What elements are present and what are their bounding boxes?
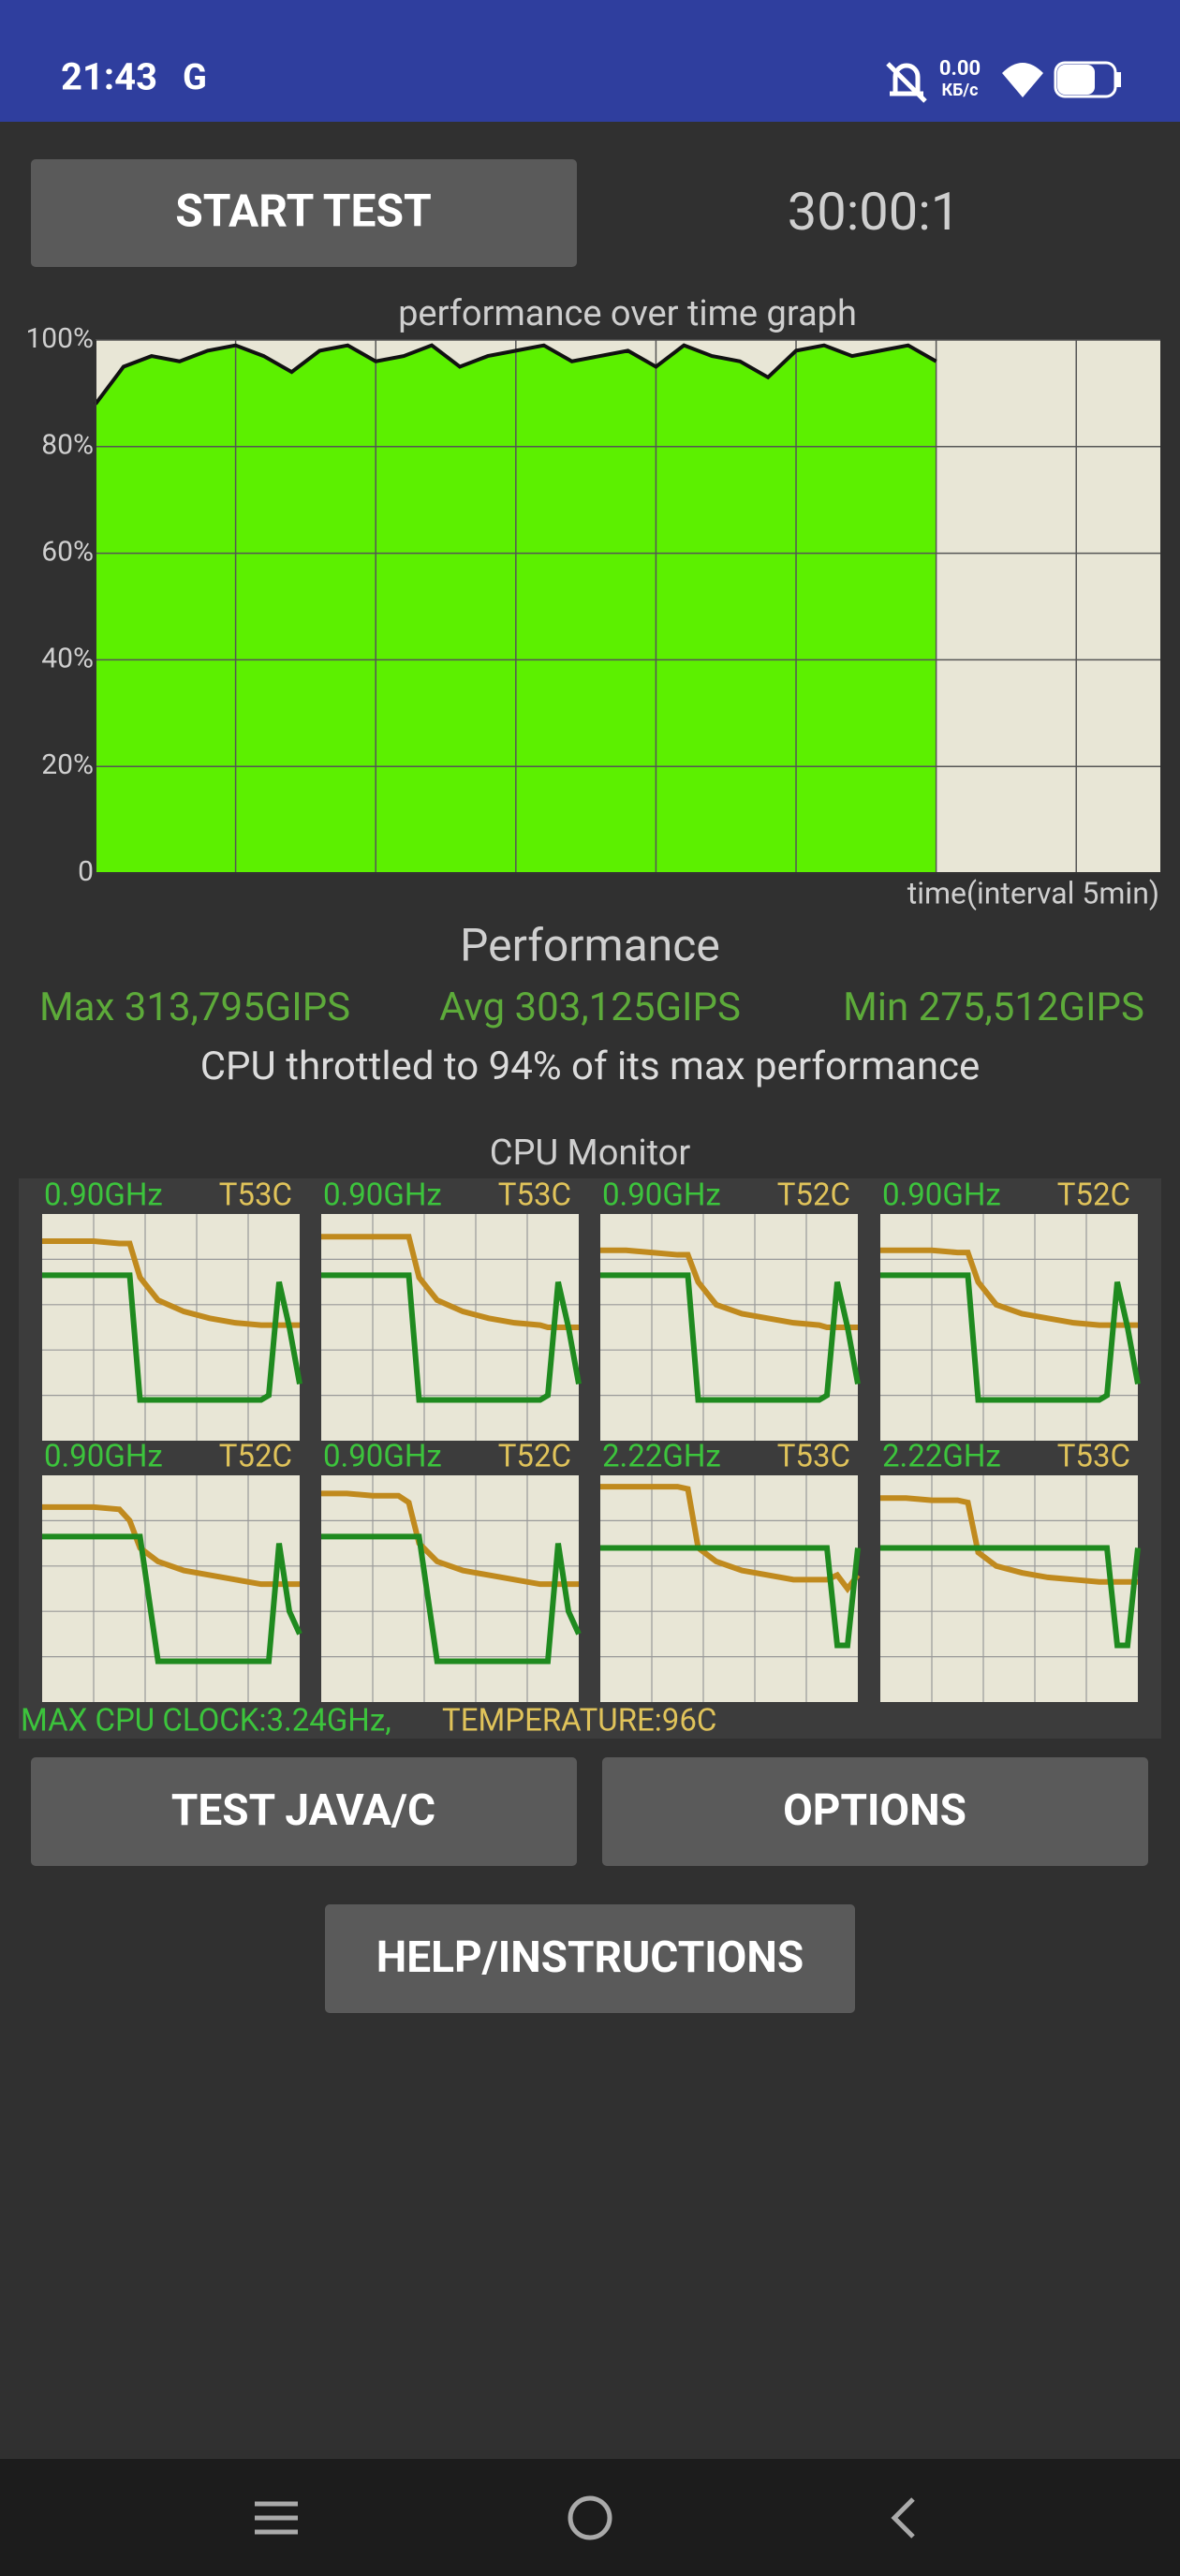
core-temperature: T52C xyxy=(777,1177,850,1214)
graph-title: performance over time graph xyxy=(398,293,857,334)
core-frequency: 0.90GHz xyxy=(323,1439,442,1475)
max-temperature: TEMPERATURE:96C xyxy=(442,1703,716,1740)
core-plot xyxy=(321,1475,579,1702)
test-button[interactable] xyxy=(31,1757,577,1866)
temperature-line xyxy=(880,1495,1138,1585)
core-frequency: 0.90GHz xyxy=(44,1439,163,1475)
core-frequency: 2.22GHz xyxy=(882,1439,1001,1475)
battery-tip xyxy=(1116,72,1121,87)
mute-icon xyxy=(886,62,927,103)
y-tick-label: 80% xyxy=(41,429,94,462)
menu-button[interactable] xyxy=(255,2501,298,2535)
frequency-line xyxy=(880,1545,1141,1649)
min-performance: Min 275,512GIPS xyxy=(843,985,1144,1030)
core-frequency: 0.90GHz xyxy=(882,1177,1001,1214)
status-bar xyxy=(0,0,1180,122)
avg-performance: Avg 303,125GIPS xyxy=(439,985,741,1030)
y-tick-label: 0 xyxy=(78,855,94,888)
core-plot xyxy=(600,1475,858,1702)
frequency-line xyxy=(600,1272,861,1403)
nav-bar xyxy=(0,2459,1180,2576)
core-temperature: T53C xyxy=(498,1177,571,1214)
core-frequency: 0.90GHz xyxy=(44,1177,163,1214)
help-button[interactable] xyxy=(325,1904,855,2013)
carrier: G xyxy=(183,57,207,98)
core-frequency: 0.90GHz xyxy=(602,1177,721,1214)
frequency-line xyxy=(600,1545,861,1649)
clock: 21:43 xyxy=(61,55,157,99)
core-temperature: T52C xyxy=(219,1439,292,1475)
net-speed: 0.00 xyxy=(939,57,981,81)
timer: 30:00:1 xyxy=(788,181,961,243)
core-frequency: 2.22GHz xyxy=(602,1439,721,1475)
y-tick-label: 40% xyxy=(41,642,94,674)
throttle-summary: CPU throttled to 94% of its max performa… xyxy=(200,1044,981,1089)
options-button[interactable] xyxy=(602,1757,1148,1866)
frequency-line xyxy=(42,1272,302,1403)
battery-icon xyxy=(1054,61,1117,98)
core-plot xyxy=(42,1475,300,1702)
wifi-icon xyxy=(1002,63,1043,97)
core-temperature: T53C xyxy=(219,1177,292,1214)
frequency-line xyxy=(321,1533,582,1665)
start-button-label[interactable]: START TEST xyxy=(175,185,432,238)
core-temperature: T53C xyxy=(1057,1439,1130,1475)
net-unit: КБ/с xyxy=(942,81,979,100)
core-temperature: T52C xyxy=(1057,1177,1130,1214)
help-button-label[interactable]: HELP/INSTRUCTIONS xyxy=(376,1932,804,1983)
options-button-label[interactable]: OPTIONS xyxy=(783,1785,966,1836)
frequency-line xyxy=(880,1272,1141,1403)
performance-title: Performance xyxy=(460,919,720,972)
start-button[interactable] xyxy=(31,159,577,267)
cpu-monitor: 0.90GHz T53C 0.90GHz T53C 0.90GHz T52C 0.90GHz… xyxy=(42,1177,1141,1702)
frequency-line xyxy=(42,1533,302,1665)
max-cpu-clock: MAX CPU CLOCK:3.24GHz, xyxy=(21,1703,391,1740)
y-tick-label: 20% xyxy=(41,748,94,781)
battery-level xyxy=(1057,65,1095,95)
home-button[interactable] xyxy=(568,2495,612,2540)
core-temperature: T52C xyxy=(498,1439,571,1475)
max-performance: Max 313,795GIPS xyxy=(39,985,350,1030)
cpu-monitor-title: CPU Monitor xyxy=(490,1133,691,1174)
core-temperature: T53C xyxy=(777,1439,850,1475)
x-axis-label: time(interval 5min) xyxy=(907,875,1159,910)
core-plot xyxy=(880,1475,1138,1702)
y-tick-label: 60% xyxy=(41,536,94,569)
performance-line xyxy=(94,343,937,406)
core-frequency: 0.90GHz xyxy=(323,1177,442,1214)
temperature-line xyxy=(600,1484,861,1593)
performance-graph: 0 20% 40% 60% 80% 100% xyxy=(25,322,1160,888)
back-button[interactable] xyxy=(891,2497,915,2539)
frequency-line xyxy=(321,1272,582,1403)
y-tick-label: 100% xyxy=(25,322,94,355)
test-button-label[interactable]: TEST JAVA/C xyxy=(171,1785,435,1836)
